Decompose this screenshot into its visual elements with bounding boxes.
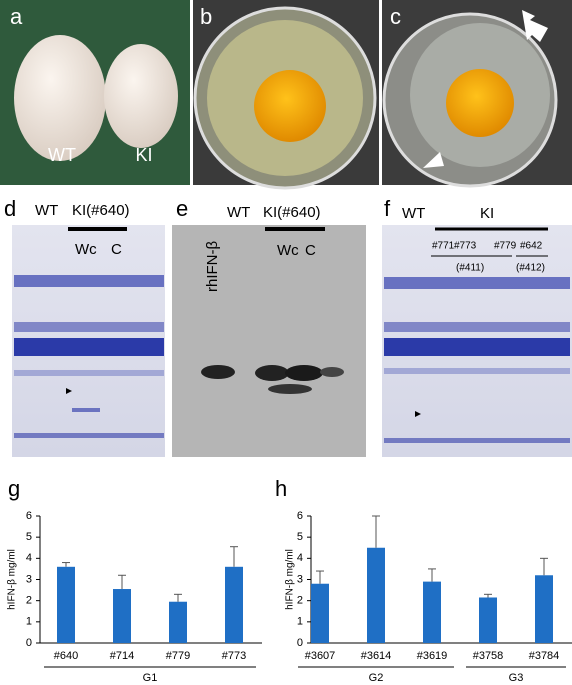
bar [535, 575, 553, 643]
lane-label: C [111, 241, 122, 258]
y-tick-label: 3 [26, 573, 32, 585]
panel-letter: b [200, 4, 212, 29]
lane-label: #771 [432, 241, 455, 252]
group-label: G1 [143, 672, 158, 684]
y-tick-label: 5 [26, 531, 32, 543]
y-tick-label: 3 [297, 573, 303, 585]
egg-label: WT [48, 145, 76, 165]
y-tick-label: 2 [297, 595, 303, 607]
bar [225, 566, 243, 643]
panel-letter: a [10, 4, 23, 29]
y-tick-label: 1 [297, 616, 303, 628]
y-tick-label: 6 [26, 510, 32, 522]
panel-letter: h [275, 476, 287, 501]
group-label: G3 [509, 672, 524, 684]
y-tick-label: 4 [26, 552, 32, 564]
lane-label: Wc [75, 241, 97, 258]
lane-label: WT [227, 204, 250, 221]
panel-letter: d [4, 196, 16, 221]
panel-letter: e [176, 196, 188, 221]
y-tick-label: 6 [297, 510, 303, 522]
lane-label: WT [35, 202, 58, 219]
lane-label: (#412) [516, 263, 545, 274]
y-tick-label: 0 [297, 637, 303, 649]
photo-dish-wt [193, 0, 379, 190]
photo-dish-ki [382, 0, 572, 188]
lane-label: #773 [454, 241, 477, 252]
x-tick-label: #640 [54, 650, 78, 662]
bar [311, 583, 329, 643]
lane-label: #642 [520, 241, 543, 252]
gel-f [382, 225, 572, 457]
x-tick-label: #3784 [529, 650, 560, 662]
y-axis-label: hIFN-β mg/ml [7, 549, 18, 610]
bar [479, 597, 497, 643]
gel-d [12, 225, 165, 457]
lane-label: WT [402, 205, 425, 222]
bar [423, 581, 441, 643]
lane-label: KI(#640) [72, 202, 130, 219]
x-tick-label: #3614 [361, 650, 392, 662]
y-axis-label: hIFN-β mg/ml [285, 549, 296, 610]
western-blot-e [172, 225, 366, 457]
bar [169, 601, 187, 643]
lane-label: KI(#640) [263, 204, 321, 221]
x-tick-label: #779 [166, 650, 190, 662]
panel-letter: c [390, 4, 401, 29]
y-tick-label: 4 [297, 552, 303, 564]
egg-label: KI [135, 145, 152, 165]
y-tick-label: 5 [297, 531, 303, 543]
x-tick-label: #3758 [473, 650, 504, 662]
panel-letter: g [8, 476, 20, 501]
x-tick-label: #773 [222, 650, 246, 662]
x-tick-label: #3619 [417, 650, 448, 662]
bar [57, 566, 75, 643]
photo-eggs [0, 0, 190, 185]
y-tick-label: 2 [26, 595, 32, 607]
x-tick-label: #714 [110, 650, 134, 662]
panel-letter: f [384, 196, 391, 221]
lane-label: C [305, 242, 316, 259]
x-tick-label: #3607 [305, 650, 336, 662]
group-label: G2 [369, 672, 384, 684]
y-tick-label: 0 [26, 637, 32, 649]
lane-label: rhIFN-β [204, 241, 221, 292]
lane-label: (#411) [456, 263, 484, 274]
lane-label: KI [480, 205, 494, 222]
bar [367, 547, 385, 643]
lane-label: #779 [494, 241, 517, 252]
lane-label: Wc [277, 242, 299, 259]
y-tick-label: 1 [26, 616, 32, 628]
bar [113, 589, 131, 643]
